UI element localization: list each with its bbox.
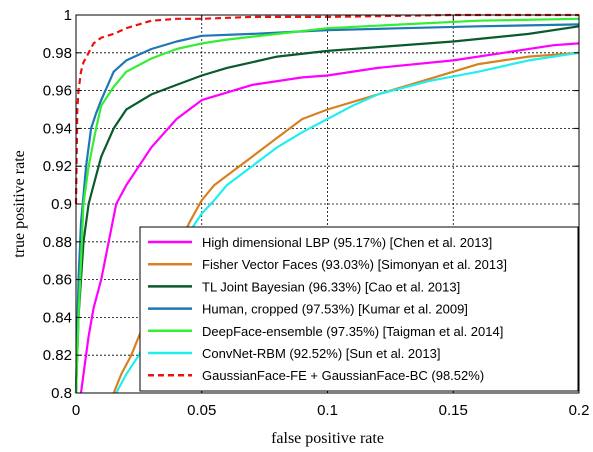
legend-label-0: High dimensional LBP (95.17%) [Chen et a… — [202, 235, 492, 250]
y-tick-label: 0.8 — [51, 385, 72, 402]
legend-label-2: TL Joint Bayesian (96.33%) [Cao et al. 2… — [202, 279, 460, 294]
legend-label-6: GaussianFace-FE + GaussianFace-BC (98.52… — [202, 368, 484, 383]
legend-label-4: DeepFace-ensemble (97.35%) [Taigman et a… — [202, 324, 503, 339]
series-line-4 — [74, 17, 580, 394]
series-line-0 — [79, 42, 580, 394]
x-tick-label: 0 — [72, 402, 80, 419]
y-axis-label: true positive rate — [11, 150, 28, 258]
x-axis-label: false positive rate — [271, 430, 384, 447]
x-tick-label: 0.05 — [187, 402, 216, 419]
legend-label-3: Human, cropped (97.53%) [Kumar et al. 20… — [202, 302, 468, 317]
y-tick-label: 0.92 — [43, 158, 72, 175]
y-tick-label: 0.86 — [43, 272, 72, 289]
y-tick-label: 0.88 — [43, 234, 72, 251]
legend: High dimensional LBP (95.17%) [Chen et a… — [139, 226, 579, 392]
legend-label-5: ConvNet-RBM (92.52%) [Sun et al. 2013] — [202, 346, 440, 361]
axis-ticks: 0 0.05 0.1 0.15 0.2 0.8 0.82 0.84 0.86 0.88 0.9 0.9… — [43, 7, 590, 419]
y-tick-label: 0.98 — [43, 45, 72, 62]
y-tick-label: 0.9 — [51, 196, 72, 213]
x-tick-label: 0.1 — [317, 402, 338, 419]
series-line-3 — [74, 23, 580, 394]
y-tick-label: 0.84 — [43, 309, 72, 326]
legend-label-1: Fisher Vector Faces (93.03%) [Simonyan e… — [202, 257, 507, 272]
y-tick-label: 1 — [64, 7, 72, 24]
x-tick-label: 0.15 — [439, 402, 468, 419]
x-tick-label: 0.2 — [569, 402, 590, 419]
grid-lines — [76, 15, 579, 393]
legend-box — [139, 226, 579, 392]
y-tick-label: 0.94 — [43, 120, 72, 137]
series-line-2 — [74, 25, 580, 394]
series-line-6 — [74, 13, 579, 205]
y-tick-label: 0.82 — [43, 347, 72, 364]
y-tick-label: 0.96 — [43, 83, 72, 100]
